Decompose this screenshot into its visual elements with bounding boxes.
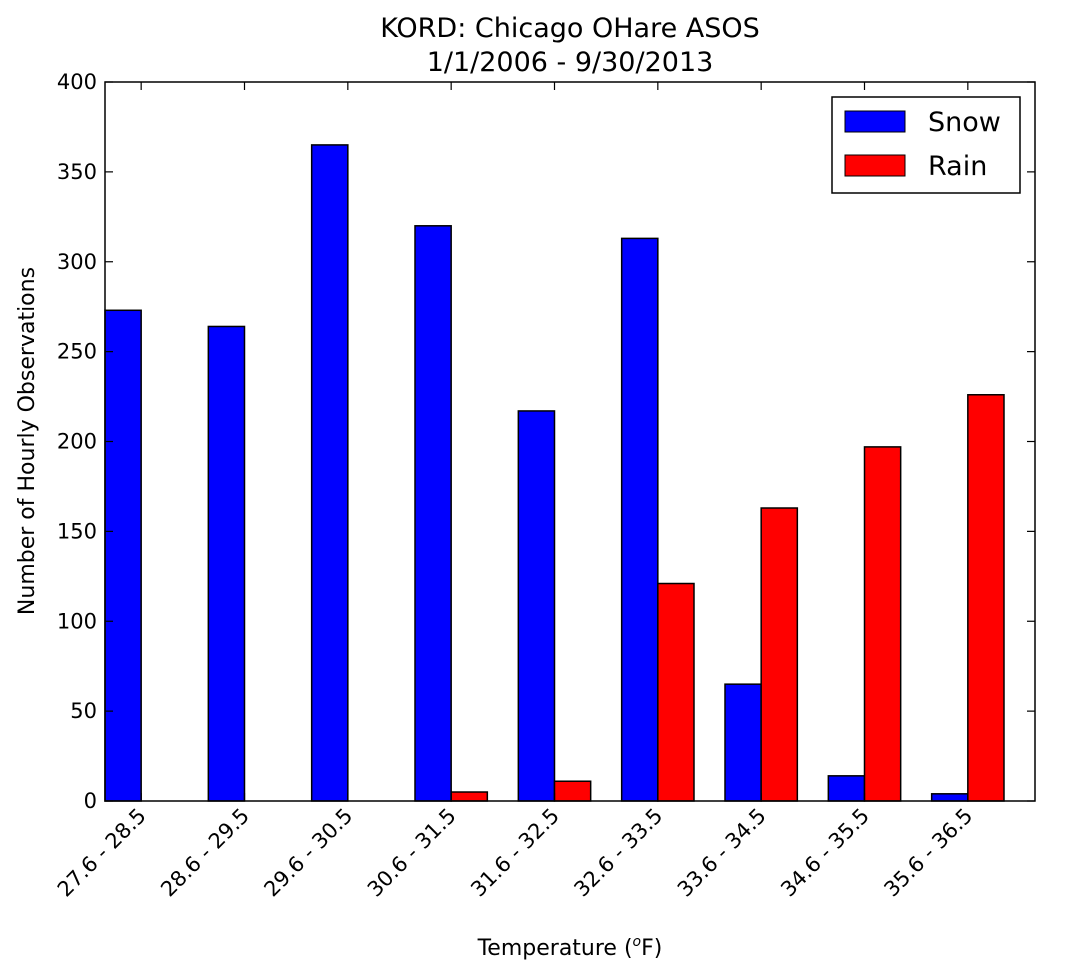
- y-tick-label-1: 50: [70, 699, 97, 723]
- bar-snow-5: [620, 237, 659, 802]
- bar-rain-7: [863, 446, 902, 802]
- y-tick-label-6: 300: [57, 250, 97, 274]
- bar-snow-8: [930, 793, 969, 802]
- x-axis-label-superscript: o: [633, 934, 642, 950]
- legend-swatch-snow: [844, 110, 906, 133]
- x-axis-label: Temperature (oF): [477, 934, 663, 961]
- y-axis-label: Number of Hourly Observations: [15, 267, 40, 615]
- bar-snow-0: [104, 309, 142, 802]
- bar-rain-5: [657, 582, 695, 802]
- y-tick-label-4: 200: [57, 430, 97, 454]
- legend-swatch-rain: [844, 154, 906, 177]
- x-tick-label-0: 27.6 - 28.5: [53, 804, 151, 902]
- x-tick-label-8: 35.6 - 36.5: [879, 804, 977, 902]
- bar-snow-7: [827, 775, 866, 802]
- y-tick-label-8: 400: [57, 70, 97, 94]
- legend-label-rain: Rain: [928, 151, 987, 182]
- x-axis-label-text: Temperature (: [477, 936, 633, 961]
- bar-rain-8: [967, 394, 1005, 802]
- bar-rain-4: [553, 780, 592, 802]
- bar-rain-3: [450, 791, 489, 802]
- bar-snow-6: [724, 683, 762, 802]
- chart-subtitle: 1/1/2006 - 9/30/2013: [427, 47, 714, 78]
- y-axis: 0 50 100 150 200 250 300 350 400: [57, 70, 1035, 813]
- x-tick-label-2: 29.6 - 30.5: [259, 804, 357, 902]
- bars-group: [104, 144, 1005, 802]
- bar-snow-1: [207, 325, 246, 802]
- x-tick-label-4: 31.6 - 32.5: [466, 804, 564, 902]
- bar-snow-2: [310, 144, 349, 802]
- plot-frame: [104, 81, 1036, 802]
- x-tick-label-6: 33.6 - 34.5: [673, 804, 771, 902]
- y-tick-label-2: 100: [57, 609, 97, 633]
- x-tick-label-7: 34.6 - 35.5: [776, 804, 874, 902]
- y-tick-label-0: 0: [84, 789, 97, 813]
- legend: Snow Rain: [831, 96, 1021, 194]
- y-tick-label-5: 250: [57, 340, 97, 364]
- bar-snow-4: [517, 410, 556, 802]
- x-tick-label-1: 28.6 - 29.5: [156, 804, 254, 902]
- x-axis-label-suffix: F): [641, 936, 662, 961]
- bar-snow-3: [414, 225, 452, 802]
- legend-label-snow: Snow: [928, 107, 1001, 138]
- x-tick-label-5: 32.6 - 33.5: [569, 804, 667, 902]
- bar-rain-6: [760, 507, 799, 802]
- y-tick-label-7: 350: [57, 160, 97, 184]
- y-tick-label-3: 150: [57, 519, 97, 543]
- chart-title: KORD: Chicago OHare ASOS: [380, 13, 760, 44]
- x-tick-label-3: 30.6 - 31.5: [363, 804, 461, 902]
